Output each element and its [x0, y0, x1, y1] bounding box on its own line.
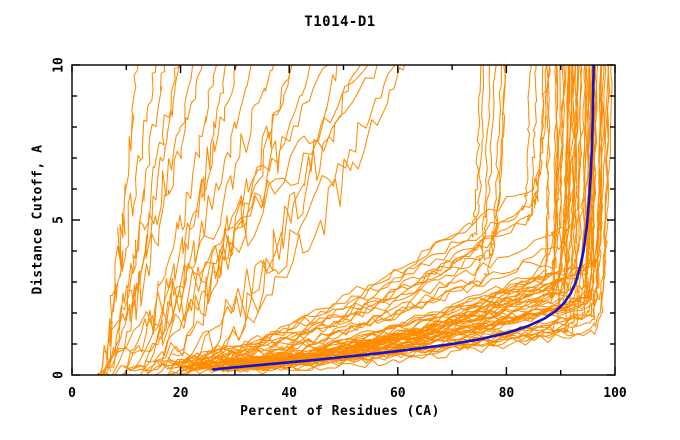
- x-axis-label: Percent of Residues (CA): [240, 404, 440, 419]
- x-tick-label: 100: [603, 386, 627, 401]
- x-tick-label: 20: [173, 386, 189, 401]
- y-tick-label: 5: [52, 216, 67, 224]
- best-model-curve-layer: [211, 65, 595, 371]
- page-title: T1014-D1: [304, 14, 376, 30]
- y-tick-label: 0: [52, 371, 67, 379]
- x-tick-label: 60: [390, 386, 406, 401]
- axes-layer: [71, 64, 616, 376]
- tick-labels-layer: 0 20 40 60 80 100 0 5 10: [52, 57, 627, 401]
- x-tick-label: 40: [281, 386, 297, 401]
- model-curves-layer: [96, 65, 613, 375]
- x-tick-label: 0: [68, 386, 76, 401]
- x-tick-label: 80: [499, 386, 515, 401]
- y-tick-label: 10: [52, 57, 67, 73]
